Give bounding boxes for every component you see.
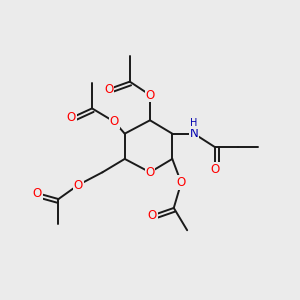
Text: O: O: [210, 163, 219, 176]
Text: O: O: [177, 176, 186, 189]
Text: O: O: [146, 88, 154, 101]
Text: O: O: [74, 178, 83, 192]
Text: O: O: [110, 115, 119, 128]
Text: O: O: [146, 166, 154, 179]
Text: O: O: [148, 209, 157, 222]
Text: O: O: [104, 82, 114, 96]
Text: O: O: [32, 187, 42, 200]
Text: H: H: [190, 118, 198, 128]
Text: N: N: [190, 127, 198, 140]
Text: O: O: [67, 111, 76, 124]
